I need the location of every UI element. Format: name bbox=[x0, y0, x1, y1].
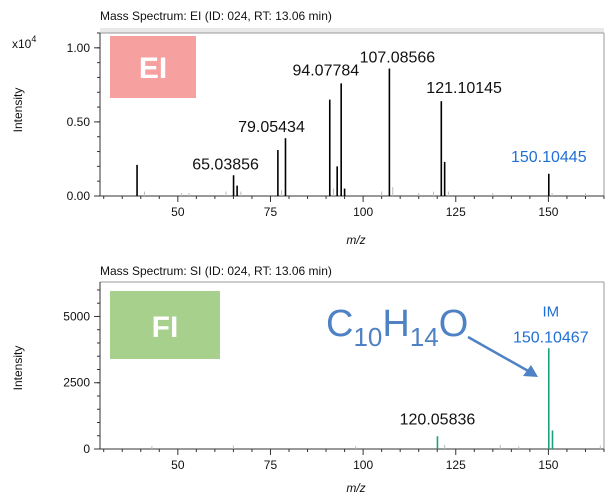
fi-x-tick-label: 125 bbox=[446, 458, 466, 472]
ei-x-tick-label: 150 bbox=[538, 205, 558, 219]
ei-y-tick-label: 0.50 bbox=[67, 115, 91, 129]
ei-peak-label: 107.08566 bbox=[360, 50, 436, 67]
ei-badge-label: EI bbox=[139, 52, 167, 85]
fi-y-axis-label: Intensity bbox=[11, 346, 25, 391]
fi-panel: Mass Spectrum: SI (ID: 024, RT: 13.06 mi… bbox=[11, 264, 605, 495]
formula-c: C bbox=[326, 303, 353, 345]
fi-x-axis-label: m/z bbox=[346, 481, 365, 495]
fi-badge bbox=[110, 291, 220, 359]
ei-x-tick-label: 50 bbox=[171, 205, 185, 219]
ei-y-tick-label: 0.00 bbox=[67, 189, 91, 203]
ei-y-tick-label: 1.00 bbox=[67, 41, 91, 55]
fi-x-tick-label: 75 bbox=[264, 458, 278, 472]
ei-scale-prefix: x10 bbox=[12, 37, 32, 51]
ei-scale-exponent: 4 bbox=[31, 34, 36, 44]
ei-scale-factor: x104 bbox=[12, 34, 36, 51]
formula-arrow bbox=[467, 335, 538, 377]
fi-peak-label: 150.10467 bbox=[513, 329, 589, 346]
fi-y-tick-label: 5000 bbox=[63, 309, 90, 323]
ei-peak-label: 121.10145 bbox=[426, 80, 502, 97]
ei-x-tick-label: 100 bbox=[353, 205, 373, 219]
fi-x-tick-label: 50 bbox=[171, 458, 185, 472]
fi-x-tick-label: 100 bbox=[353, 458, 373, 472]
fi-peak-label: 120.05836 bbox=[400, 411, 476, 428]
fi-y-tick-label: 2500 bbox=[63, 376, 90, 390]
fi-title: Mass Spectrum: SI (ID: 024, RT: 13.06 mi… bbox=[100, 264, 332, 278]
formula-h-count: 14 bbox=[410, 322, 439, 352]
fi-badge-label: FI bbox=[152, 311, 179, 344]
ei-x-tick-label: 75 bbox=[264, 205, 278, 219]
formula-o: O bbox=[439, 303, 469, 345]
ei-panel: Mass Spectrum: EI (ID: 024, RT: 13.06 mi… bbox=[11, 9, 605, 247]
formula-h: H bbox=[382, 303, 409, 345]
ei-x-tick-label: 125 bbox=[446, 205, 466, 219]
fi-y-tick-label: 0 bbox=[83, 442, 90, 456]
ei-x-axis-label: m/z bbox=[346, 233, 365, 247]
ei-peak-label: 150.10445 bbox=[511, 149, 587, 166]
ei-badge bbox=[110, 36, 196, 98]
ei-title: Mass Spectrum: EI (ID: 024, RT: 13.06 mi… bbox=[100, 9, 332, 23]
molecular-formula: C10H14O bbox=[326, 303, 468, 352]
ei-peak-label: 94.07784 bbox=[292, 62, 359, 79]
ei-peak-label: 79.05434 bbox=[238, 119, 305, 136]
ei-title-bar bbox=[100, 28, 604, 33]
ei-peak-label: 65.03856 bbox=[192, 156, 259, 173]
ei-y-axis-label: Intensity bbox=[11, 88, 25, 133]
formula-c-count: 10 bbox=[353, 322, 382, 352]
fi-x-tick-label: 150 bbox=[538, 458, 558, 472]
fi-ion-type-label: IM bbox=[542, 303, 559, 320]
